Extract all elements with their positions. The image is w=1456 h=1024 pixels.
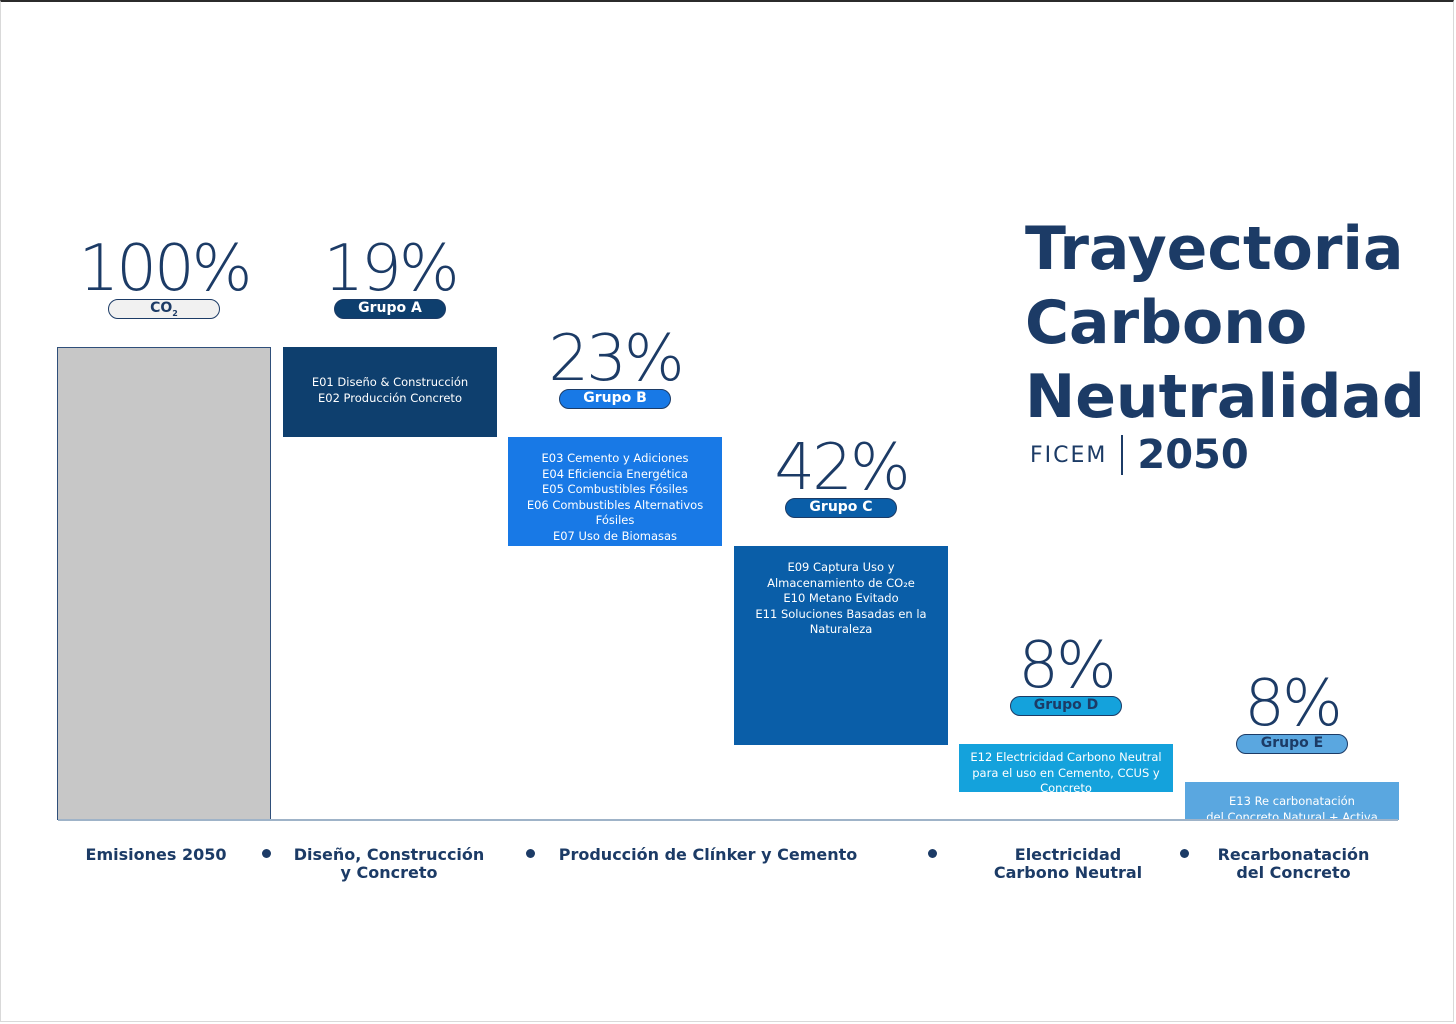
bar-text-c: E09 Captura Uso y Almacenamiento de CO₂e… [755,560,927,636]
tag-a: Grupo A [334,299,446,319]
value-label-c: 42% [774,431,910,505]
category-separator-dot [928,849,937,858]
category-separator-dot [262,849,271,858]
bar-c: E09 Captura Uso y Almacenamiento de CO₂e… [734,546,948,745]
bar-text-b: E03 Cemento y Adiciones E04 Eficiencia E… [526,451,704,558]
value-label-b: 23% [548,322,684,396]
title-line-3: Neutralidad [1025,362,1425,432]
category-label-e: Recarbonatación del Concreto [1217,845,1370,882]
bar-e: E13 Re carbonatación del Concreto Natura… [1185,782,1399,824]
tag-c: Grupo C [785,498,897,518]
value-label-e: 8% [1244,667,1343,741]
bar-d: E12 Electricidad Carbono Neutral para el… [959,744,1173,795]
bar-text-a: E01 Diseño & Construcción E02 Producción… [311,375,469,405]
bar-a: E01 Diseño & Construcción E02 Producción… [283,347,497,437]
value-label-a: 19% [323,232,459,306]
title-line-2: Carbono [1025,288,1308,358]
category-separator-dot [1180,849,1189,858]
chart-baseline [58,819,1398,821]
subtitle: FICEM 2050 [1030,430,1249,480]
category-label-base: Emisiones 2050 [85,845,227,864]
category-label-b: Producción de Clínker y Cemento [558,845,858,864]
bar-text-e: E13 Re carbonatación del Concreto Natura… [1206,794,1378,824]
category-separator-dot [526,849,535,858]
category-label-d: Electricidad Carbono Neutral [993,845,1143,882]
tag-base: CO2 [108,299,220,319]
title-block: Trayectoria Carbono Neutralidad [1025,212,1425,434]
bar-base [57,347,271,820]
subtitle-divider [1121,435,1124,475]
category-label-a: Diseño, Construcción y Concreto [293,845,485,882]
tag-d: Grupo D [1010,696,1122,716]
value-label-base: 100% [78,232,253,306]
year: 2050 [1137,432,1249,478]
org-name: FICEM [1030,442,1108,468]
tag-subscript-base: 2 [172,308,178,318]
tag-text-base: CO [150,300,173,316]
tag-e: Grupo E [1236,734,1348,754]
value-label-d: 8% [1018,629,1117,703]
bar-text-d: E12 Electricidad Carbono Neutral para el… [970,750,1162,795]
title-line-1: Trayectoria [1025,214,1404,284]
bar-b: E03 Cemento y Adiciones E04 Eficiencia E… [508,437,722,558]
tag-b: Grupo B [559,389,671,409]
